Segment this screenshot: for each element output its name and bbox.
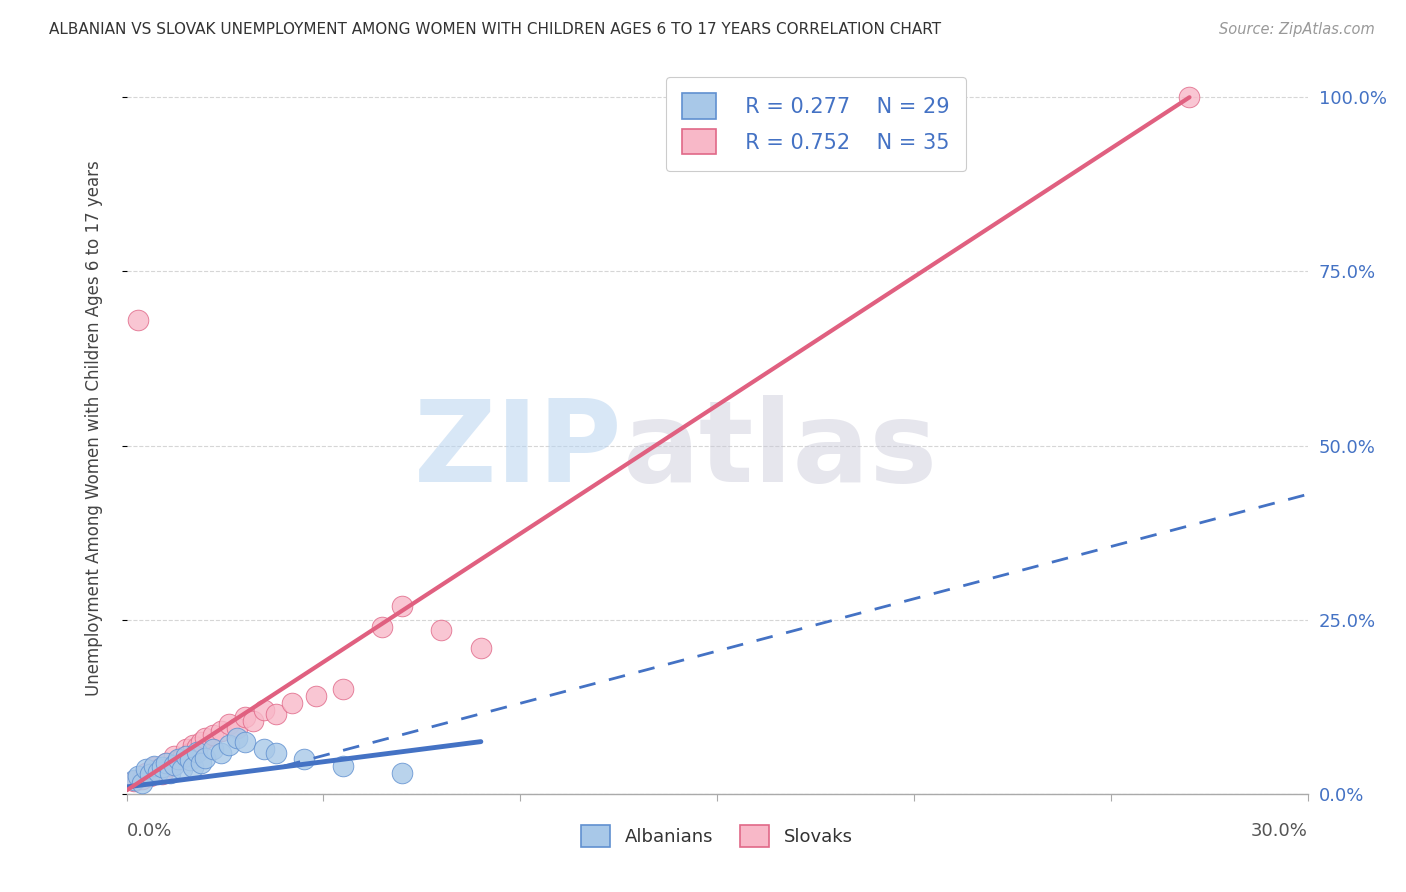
Y-axis label: Unemployment Among Women with Children Ages 6 to 17 years: Unemployment Among Women with Children A… [84,161,103,696]
Point [281,696,304,710]
Point [124,772,146,787]
Point [264,747,287,761]
Point [146,764,169,779]
Point [170,763,193,777]
Point [225,731,247,746]
Point [135,766,157,780]
Point [264,706,287,721]
Point [131,772,153,786]
Point [186,745,208,759]
Point [218,717,240,731]
Point [139,767,162,781]
Point [304,690,326,704]
Point [242,714,264,728]
Point [209,724,232,739]
Point [155,756,177,770]
Text: 30.0%: 30.0% [1251,822,1308,839]
Point [127,769,149,783]
Point [150,767,173,781]
Point [179,747,201,761]
Point [146,763,169,777]
Point [163,748,186,763]
Point [194,731,217,746]
Point [163,757,186,772]
Point [190,756,212,770]
Point [159,759,181,773]
Point [253,703,276,717]
Point [233,734,256,748]
Point [391,766,413,780]
Point [131,776,153,790]
Point [332,759,354,773]
Point [183,760,205,774]
Point [194,750,217,764]
Point [179,754,201,768]
Point [190,734,212,748]
Point [183,738,205,752]
Legend: Albanians, Slovaks: Albanians, Slovaks [571,814,863,858]
Point [139,769,162,783]
Point [159,766,181,780]
Point [124,774,146,789]
Point [470,640,492,655]
Point [135,763,157,777]
Point [127,313,149,327]
Point [174,748,197,763]
Point [202,741,225,756]
Point [143,759,166,773]
Text: Source: ZipAtlas.com: Source: ZipAtlas.com [1219,22,1375,37]
Point [253,741,276,756]
Point [174,741,197,756]
Text: ZIP: ZIP [415,394,623,506]
Point [143,760,166,774]
Point [391,599,413,613]
Point [233,710,256,724]
Point [170,750,193,764]
Point [371,620,394,634]
Point [202,728,225,742]
Text: ALBANIAN VS SLOVAK UNEMPLOYMENT AMONG WOMEN WITH CHILDREN AGES 6 TO 17 YEARS COR: ALBANIAN VS SLOVAK UNEMPLOYMENT AMONG WO… [49,22,942,37]
Point [155,756,177,770]
Point [1178,90,1201,104]
Point [225,721,247,735]
Point [186,739,208,754]
Point [218,738,240,752]
Point [209,747,232,761]
Point [292,752,315,766]
Point [166,752,188,766]
Point [166,754,188,768]
Text: atlas: atlas [623,394,938,506]
Point [430,623,453,637]
Point [332,682,354,697]
Text: 0.0%: 0.0% [127,822,172,839]
Point [150,760,173,774]
